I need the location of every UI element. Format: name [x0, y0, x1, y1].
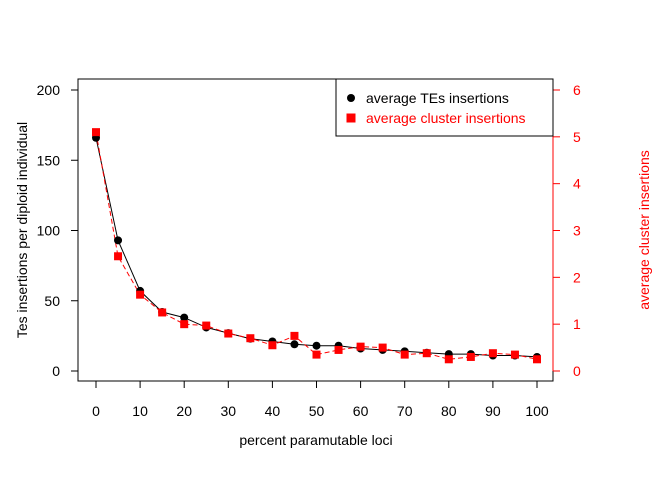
data-point-tes	[180, 313, 189, 322]
data-point-cluster	[114, 252, 123, 261]
legend-marker-circle	[347, 94, 355, 102]
data-point-cluster	[136, 290, 145, 299]
legend-label-cluster: average cluster insertions	[366, 110, 526, 126]
x-tick-label: 100	[525, 403, 549, 419]
data-point-cluster	[92, 128, 100, 137]
legend-marker-square	[346, 113, 356, 123]
y-tick-label-right: 4	[573, 176, 581, 192]
x-tick-label: 80	[441, 403, 457, 419]
x-tick-label: 30	[221, 403, 237, 419]
legend-label-tes: average TEs insertions	[366, 90, 509, 106]
x-axis-label: percent paramutable loci	[239, 432, 392, 448]
data-point-cluster	[400, 350, 409, 359]
data-point-tes	[114, 236, 123, 245]
y-tick-label-right: 5	[573, 129, 581, 145]
data-point-cluster	[180, 320, 189, 329]
x-tick-label: 10	[132, 403, 148, 419]
data-point-cluster	[533, 355, 541, 364]
y-tick-label-left: 200	[37, 82, 61, 98]
legend: average TEs insertions average cluster i…	[335, 78, 554, 137]
x-tick-label: 90	[485, 403, 501, 419]
data-point-cluster	[290, 331, 299, 340]
y-tick-label-right: 3	[573, 223, 581, 239]
x-tick-label: 60	[353, 403, 369, 419]
data-point-cluster	[246, 334, 255, 343]
y-tick-label-right: 1	[573, 316, 581, 332]
data-point-cluster	[224, 329, 233, 338]
x-tick-label: 0	[92, 403, 100, 419]
x-tick-label: 40	[265, 403, 281, 419]
y-tick-label-right: 6	[573, 82, 581, 98]
data-point-tes	[290, 340, 299, 349]
data-point-cluster	[488, 349, 497, 358]
series-line-1	[95, 132, 538, 360]
data-point-cluster	[466, 352, 475, 361]
y-axis-label-left: Tes insertions per diploid individual	[14, 122, 30, 338]
data-point-cluster	[334, 345, 343, 354]
x-tick-label: 70	[397, 403, 413, 419]
x-tick-label: 50	[309, 403, 325, 419]
data-point-cluster	[268, 341, 277, 350]
data-point-cluster	[378, 343, 387, 352]
y-tick-label-right: 0	[573, 363, 581, 379]
data-point-cluster	[444, 355, 453, 364]
series-line-0	[95, 137, 538, 358]
data-point-cluster	[510, 350, 519, 359]
data-point-cluster	[422, 349, 431, 358]
y-tick-label-left: 0	[52, 363, 60, 379]
y-tick-label-left: 150	[37, 152, 61, 168]
data-point-cluster	[158, 308, 167, 317]
data-point-tes	[312, 341, 321, 350]
legend-box	[335, 78, 554, 137]
data-point-cluster	[202, 321, 211, 330]
y-tick-label-right: 2	[573, 269, 581, 285]
x-tick-label: 20	[176, 403, 192, 419]
y-axis-label-right: average cluster insertions	[636, 150, 652, 310]
y-tick-label-left: 100	[37, 223, 61, 239]
data-point-cluster	[312, 350, 321, 359]
y-tick-label-left: 50	[44, 293, 60, 309]
data-point-cluster	[356, 342, 365, 351]
